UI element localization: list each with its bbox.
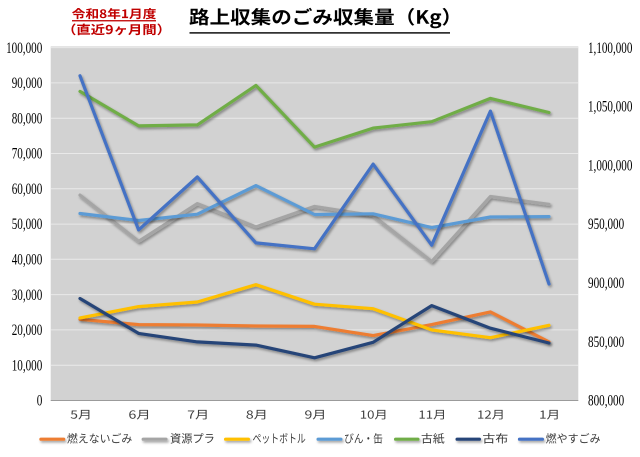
svg-text:30,000: 30,000 <box>12 287 43 304</box>
svg-text:850,000: 850,000 <box>588 334 624 351</box>
svg-text:50,000: 50,000 <box>12 216 43 233</box>
svg-text:70,000: 70,000 <box>12 146 43 163</box>
svg-text:20,000: 20,000 <box>12 322 43 339</box>
svg-text:800,000: 800,000 <box>588 393 624 410</box>
svg-text:80,000: 80,000 <box>12 110 43 127</box>
svg-text:1,100,000: 1,100,000 <box>588 40 632 57</box>
svg-text:0: 0 <box>37 393 43 410</box>
svg-text:1,000,000: 1,000,000 <box>588 157 632 174</box>
svg-text:90,000: 90,000 <box>12 75 43 92</box>
svg-text:40,000: 40,000 <box>12 252 43 269</box>
svg-text:900,000: 900,000 <box>588 275 624 292</box>
svg-text:60,000: 60,000 <box>12 181 43 198</box>
svg-text:100,000: 100,000 <box>6 40 42 57</box>
svg-text:1,050,000: 1,050,000 <box>588 99 632 116</box>
svg-text:10,000: 10,000 <box>12 357 43 374</box>
svg-text:950,000: 950,000 <box>588 216 624 233</box>
